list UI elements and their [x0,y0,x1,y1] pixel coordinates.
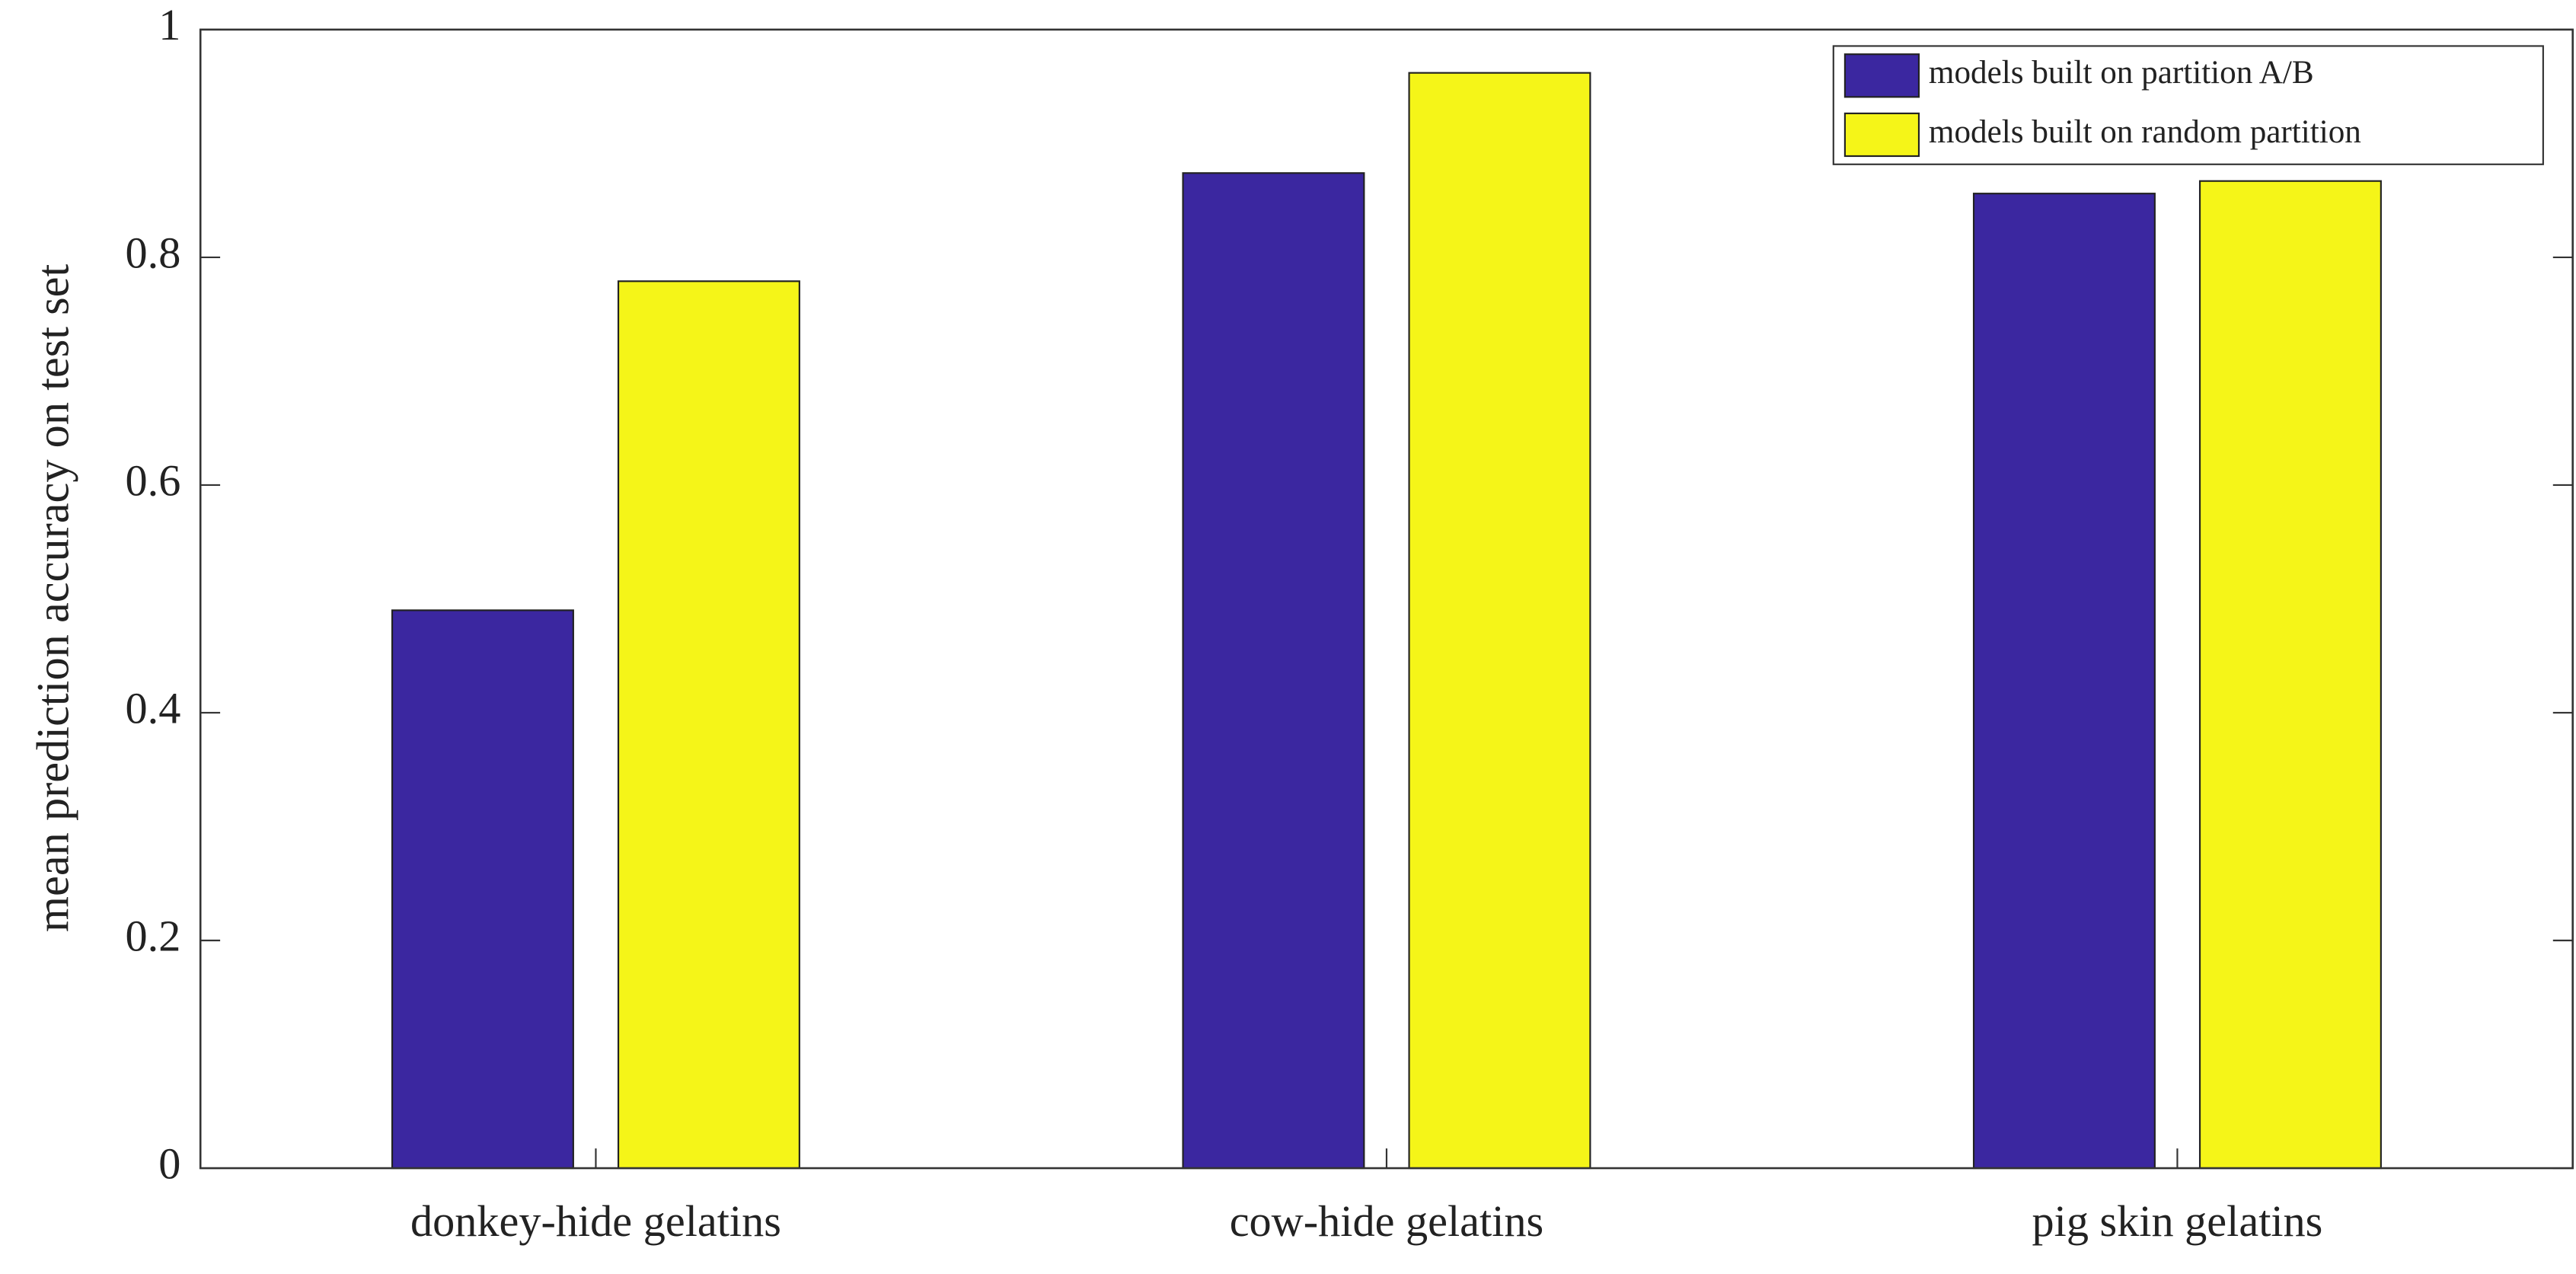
y-tick-label: 0.2 [126,911,181,960]
axes-box [199,28,2574,1170]
x-tick-label: cow-hide gelatins [1230,1196,1543,1246]
bar [1972,193,2156,1170]
bar [617,280,800,1170]
legend-label: models built on random partition [1929,114,2361,150]
legend-box [1832,45,2544,165]
y-tick-label: 0 [158,1138,180,1188]
y-axis-label: mean prediction accuracy on test set [27,264,78,932]
x-tick-label: donkey-hide gelatins [410,1196,781,1246]
legend-swatch [1843,112,1920,158]
bar [1408,72,1591,1170]
plot-area [200,29,2573,1169]
legend-label: models built on partition A/B [1929,55,2314,91]
bar [1182,172,1365,1170]
y-tick-label: 0.8 [126,228,181,277]
bar [391,609,574,1170]
y-tick-label: 0.4 [126,683,181,733]
x-tick-label: pig skin gelatins [2032,1196,2323,1246]
y-tick-label: 1 [158,0,180,49]
y-tick-label: 0.6 [126,455,181,505]
legend-swatch [1843,53,1920,98]
bar [2198,180,2382,1170]
